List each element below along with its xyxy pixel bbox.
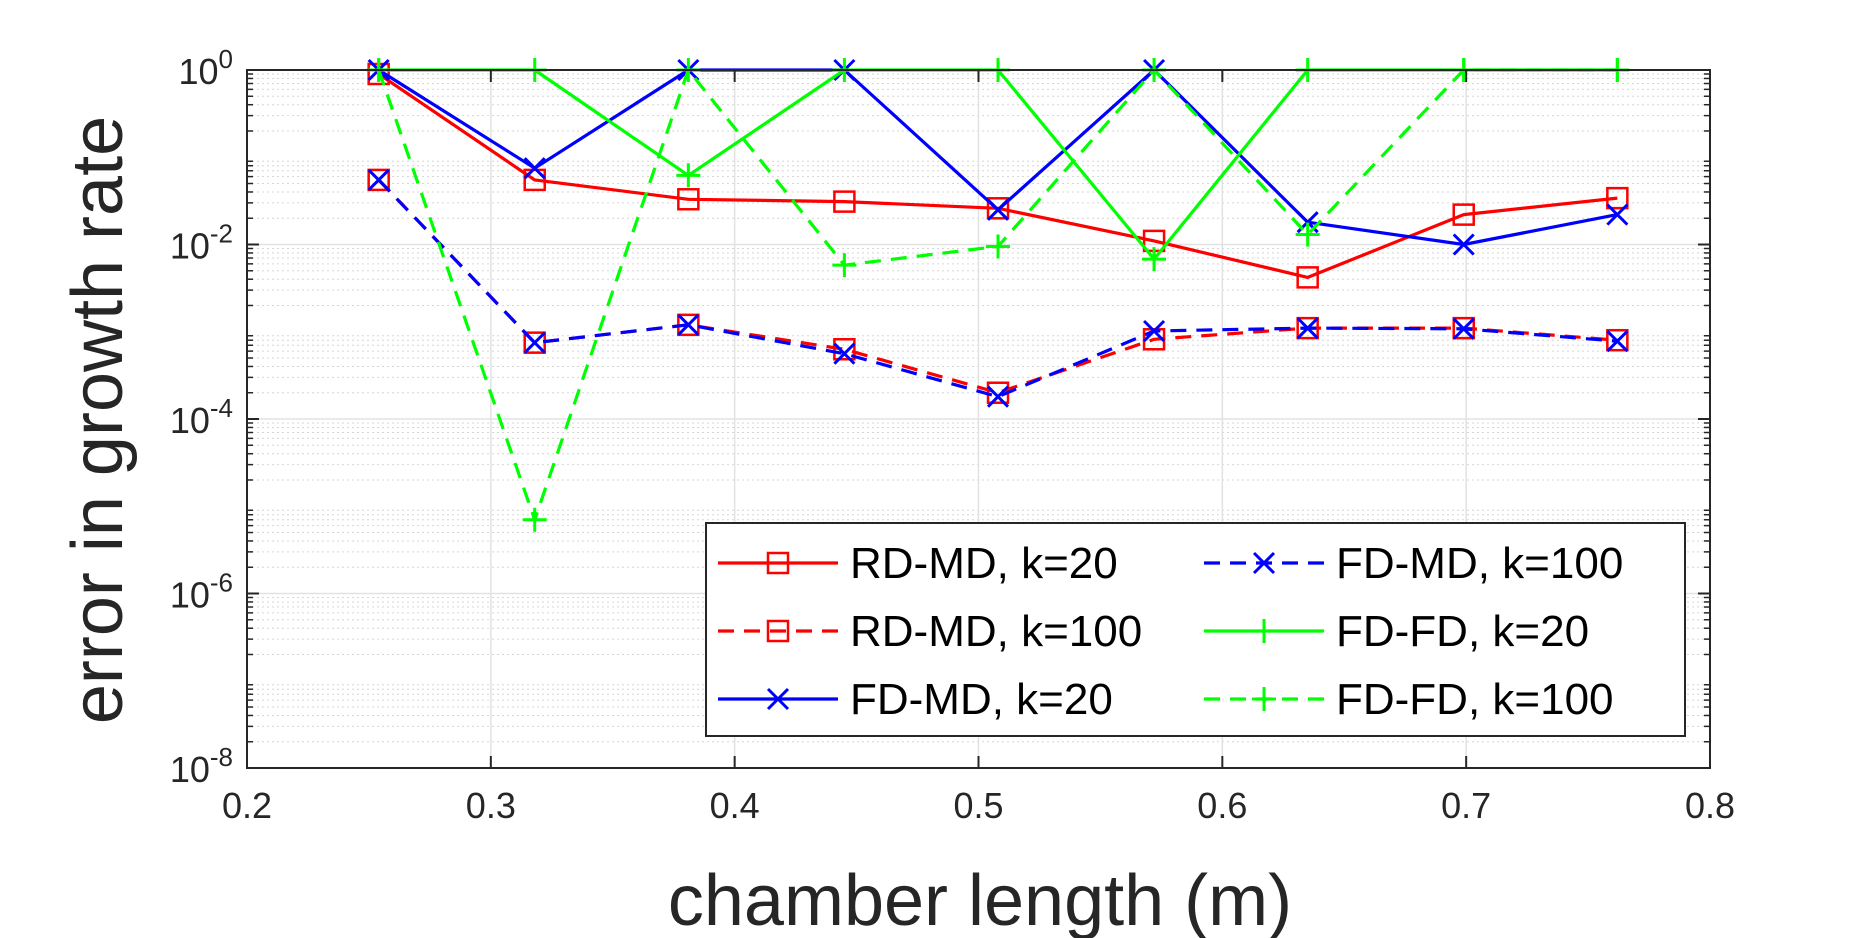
marker-stroke — [766, 687, 790, 711]
marker-stroke — [1606, 203, 1629, 226]
data-point — [1452, 316, 1475, 340]
data-point — [1452, 317, 1475, 340]
y-tick-label: 10-4 — [170, 393, 233, 441]
y-tick-exponent: -4 — [210, 393, 233, 423]
legend-label: RD-MD, k=100 — [850, 607, 1142, 656]
series-line — [377, 178, 1618, 399]
data-point — [367, 168, 390, 191]
legend-item: FD-MD, k=20 — [718, 675, 1113, 724]
y-tick-label: 10-6 — [170, 568, 233, 616]
x-tick-label: 0.2 — [222, 785, 272, 826]
legend-label: FD-FD, k=20 — [1336, 607, 1589, 656]
legend: RD-MD, k=20 FD-MD, k=100 RD-MD, k=100 FD-FD… — [705, 522, 1686, 737]
x-tick-label: 0.4 — [710, 785, 760, 826]
y-tick-exponent: -8 — [210, 742, 233, 772]
data-point — [1296, 266, 1319, 289]
data-point — [833, 342, 856, 365]
data-point — [1296, 316, 1319, 340]
y-tick-base: 10 — [170, 575, 210, 616]
marker-stroke — [367, 168, 390, 191]
legend-marker — [1252, 619, 1276, 643]
y-tick-base: 10 — [178, 51, 218, 92]
x-tick-labels: 0.2 0.3 0.4 0.5 0.6 0.7 0.8 — [222, 785, 1735, 826]
legend-marker — [1252, 551, 1276, 575]
data-point — [833, 338, 856, 361]
data-point — [367, 168, 390, 192]
y-tick-base: 10 — [170, 400, 210, 441]
data-point — [1295, 222, 1320, 247]
data-point — [986, 234, 1011, 259]
marker-stroke — [523, 331, 546, 354]
data-point — [986, 385, 1010, 408]
x-tick-label: 0.6 — [1197, 785, 1247, 826]
marker-stroke — [1606, 330, 1629, 353]
series-4 — [367, 168, 1629, 408]
legend-item: FD-FD, k=20 — [1204, 607, 1589, 656]
data-point — [1452, 233, 1475, 256]
marker-stroke — [1142, 319, 1166, 343]
data-point — [1296, 317, 1319, 340]
legend-marker — [1252, 687, 1276, 711]
data-point — [1606, 203, 1629, 226]
series-layer — [366, 58, 1630, 532]
marker-stroke — [1252, 551, 1276, 575]
data-point — [1142, 319, 1166, 343]
y-tick-base: 10 — [170, 749, 210, 790]
data-point — [1606, 330, 1629, 353]
data-point — [523, 331, 546, 354]
legend-label: FD-MD, k=20 — [850, 675, 1113, 724]
legend-label: FD-FD, k=100 — [1336, 675, 1614, 724]
ticks — [246, 69, 1711, 769]
legend-item: FD-FD, k=100 — [1204, 675, 1614, 724]
marker-stroke — [986, 385, 1010, 408]
legend-label: RD-MD, k=20 — [850, 539, 1118, 588]
y-tick-base: 10 — [170, 226, 210, 267]
x-tick-label: 0.3 — [466, 785, 516, 826]
x-tick-label: 0.8 — [1685, 785, 1735, 826]
legend-marker — [766, 619, 790, 643]
data-point — [986, 197, 1010, 220]
legend-marker — [766, 551, 790, 575]
marker-stroke — [986, 198, 1010, 221]
legend-marker — [766, 687, 790, 711]
marker-stroke — [523, 157, 546, 180]
legend-item: RD-MD, k=100 — [718, 607, 1142, 656]
data-point — [523, 157, 546, 180]
marker-stroke — [1296, 317, 1319, 340]
y-tick-exponent: -2 — [210, 219, 233, 249]
legend-label: FD-MD, k=100 — [1336, 539, 1623, 588]
legend-item: RD-MD, k=20 — [718, 539, 1118, 588]
marker-stroke — [833, 342, 856, 365]
y-axis-title: error in growth rate — [58, 116, 138, 724]
data-point — [832, 253, 857, 278]
x-axis-title: chamber length (m) — [668, 861, 1292, 938]
marker-stroke — [677, 313, 700, 336]
y-tick-exponent: -6 — [210, 568, 233, 598]
data-point — [677, 313, 700, 336]
y-tick-label: 10-8 — [170, 742, 233, 790]
data-point — [677, 188, 700, 211]
marker-stroke — [1452, 233, 1475, 256]
data-point — [1606, 328, 1629, 352]
x-tick-label: 0.5 — [953, 785, 1003, 826]
data-point — [986, 198, 1010, 221]
data-point — [522, 507, 547, 532]
y-tick-label: 10-2 — [170, 219, 233, 267]
x-tick-label: 0.7 — [1441, 785, 1491, 826]
y-tick-exponent: 0 — [219, 44, 233, 74]
data-point — [676, 163, 701, 188]
y-tick-label: 100 — [178, 44, 233, 92]
data-point — [1142, 247, 1167, 272]
marker-stroke — [1452, 317, 1475, 340]
data-point — [1452, 203, 1475, 226]
data-point — [833, 190, 856, 213]
legend-box — [705, 522, 1686, 737]
data-point — [1606, 186, 1629, 210]
legend-item: FD-MD, k=100 — [1204, 539, 1623, 588]
